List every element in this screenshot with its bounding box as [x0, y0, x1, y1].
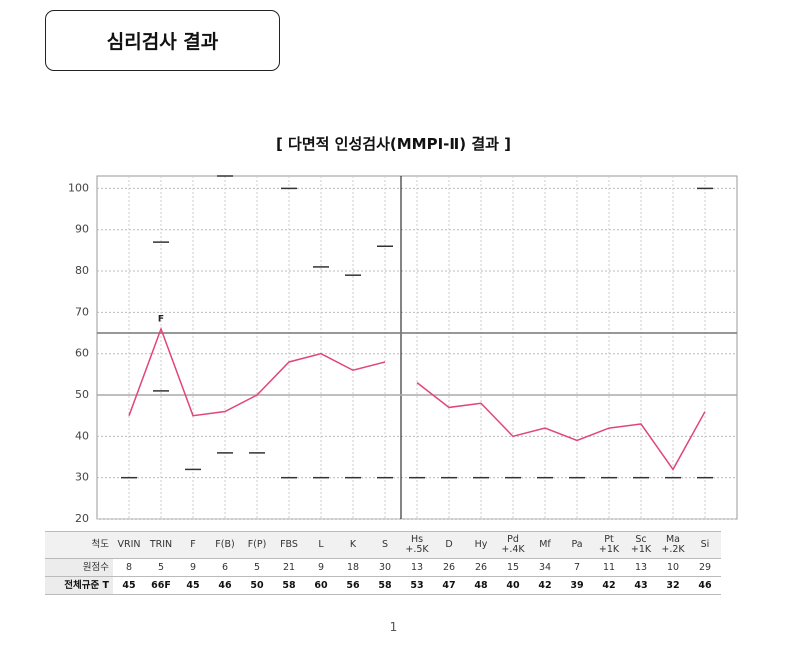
table-cell: FBS [273, 531, 305, 559]
score-line [416, 382, 706, 471]
table-cell: 48 [465, 576, 497, 595]
table-cell: TRIN [145, 531, 177, 559]
table-cell: F(B) [209, 531, 241, 559]
y-tick-label: 80 [75, 264, 89, 277]
table-cell: 전체규준 T [45, 576, 113, 595]
table-cell: Pa [561, 531, 593, 559]
table-cell: 원점수 [45, 558, 113, 577]
table-cell: 척도 [45, 531, 113, 559]
table-cell: 26 [465, 558, 497, 577]
table-cell: 40 [497, 576, 529, 595]
page-number: 1 [389, 620, 398, 634]
table-cell: 39 [561, 576, 593, 595]
y-tick-label: 20 [75, 512, 89, 525]
chart-title: [ 다면적 인성검사(MMPI-Ⅱ) 결과 ] [275, 135, 512, 153]
y-tick-label: 100 [68, 181, 89, 194]
table-cell: 11 [593, 558, 625, 577]
table-cell: 29 [689, 558, 721, 577]
table-cell: Ma +.2K [657, 531, 689, 559]
table-cell: Pt +1K [593, 531, 625, 559]
table-cell: 45 [177, 576, 209, 595]
table-cell: 9 [305, 558, 337, 577]
table-cell: Hs +.5K [401, 531, 433, 559]
table-cell: 46 [209, 576, 241, 595]
table-cell: 30 [369, 558, 401, 577]
table-cell: Pd +.4K [497, 531, 529, 559]
table-cell: 6 [209, 558, 241, 577]
table-cell: Si [689, 531, 721, 559]
table-cell: 53 [401, 576, 433, 595]
y-tick-label: 60 [75, 347, 89, 360]
table-cell: 42 [593, 576, 625, 595]
table-cell: 58 [369, 576, 401, 595]
table-cell: 13 [401, 558, 433, 577]
section-title: 심리검사 결과 [45, 10, 280, 71]
table-cell: 9 [177, 558, 209, 577]
table-cell: 45 [113, 576, 145, 595]
table-row: 척도 VRIN TRIN F F(B) F(P) FBS L K S Hs +.5K D Hy Pd +.… [45, 531, 721, 559]
table-cell: 18 [337, 558, 369, 577]
table-cell: Sc +1K [625, 531, 657, 559]
y-tick-label: 70 [75, 305, 89, 318]
table-cell: 5 [241, 558, 273, 577]
y-tick-label: 30 [75, 471, 89, 484]
table-row: 전체규준 T 45 66F 45 46 50 58 60 56 58 53 47 48 40 42 39 42 4… [45, 576, 721, 595]
plot-frame [96, 175, 738, 520]
table-cell: 47 [433, 576, 465, 595]
table-cell: 21 [273, 558, 305, 577]
table-cell: 34 [529, 558, 561, 577]
table-cell: 66F [145, 576, 177, 595]
table-cell: L [305, 531, 337, 559]
table-cell: 15 [497, 558, 529, 577]
table-cell: 5 [145, 558, 177, 577]
table-cell: 58 [273, 576, 305, 595]
table-cell: 60 [305, 576, 337, 595]
table-cell: 46 [689, 576, 721, 595]
table-cell: 13 [625, 558, 657, 577]
table-cell: 26 [433, 558, 465, 577]
table-cell: F [177, 531, 209, 559]
table-cell: 10 [657, 558, 689, 577]
table-cell: F(P) [241, 531, 273, 559]
point-annotation: F [158, 314, 164, 324]
table-row: 원점수 8 5 9 6 5 21 9 18 30 13 26 26 15 34 7 11 13 10 29 [45, 558, 721, 577]
table-cell: 7 [561, 558, 593, 577]
table-cell: 43 [625, 576, 657, 595]
y-tick-label: 90 [75, 223, 89, 236]
y-tick-label: 50 [75, 388, 89, 401]
table-cell: 56 [337, 576, 369, 595]
score-line [128, 326, 386, 417]
table-cell: S [369, 531, 401, 559]
table-cell: 32 [657, 576, 689, 595]
table-cell: D [433, 531, 465, 559]
table-cell: 42 [529, 576, 561, 595]
table-cell: 8 [113, 558, 145, 577]
y-tick-label: 40 [75, 429, 89, 442]
table-cell: 50 [241, 576, 273, 595]
table-cell: Hy [465, 531, 497, 559]
table-cell: K [337, 531, 369, 559]
table-cell: Mf [529, 531, 561, 559]
table-cell: VRIN [113, 531, 145, 559]
score-table: 척도 VRIN TRIN F F(B) F(P) FBS L K S Hs +.5K D Hy Pd +.… [45, 531, 721, 595]
